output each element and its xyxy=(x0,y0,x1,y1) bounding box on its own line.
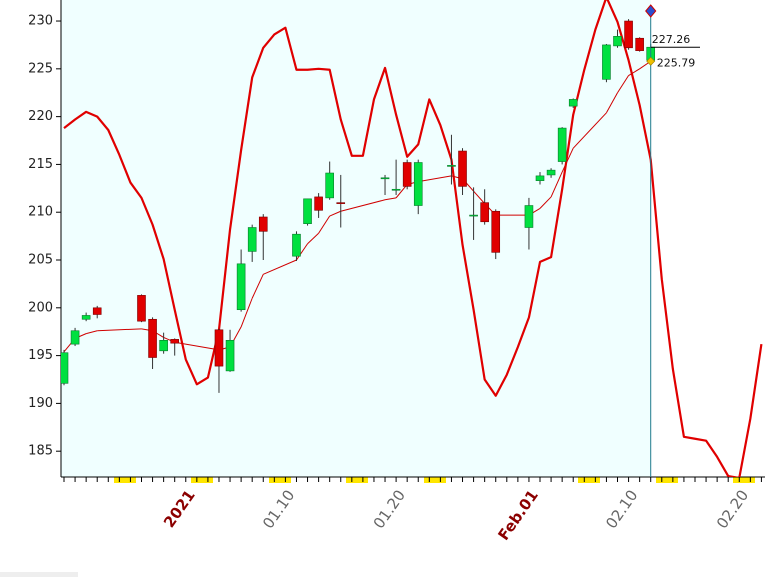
y-tick-label: 215 xyxy=(28,157,53,172)
plot-background xyxy=(61,0,651,477)
cursor-marker xyxy=(645,4,657,18)
ma-segment xyxy=(329,210,341,217)
ma-segment xyxy=(550,171,563,198)
ma-segment xyxy=(86,330,98,335)
candle-body xyxy=(137,295,146,322)
ma-segment xyxy=(605,92,618,114)
weekend-marker xyxy=(733,477,755,483)
ma-segment xyxy=(384,197,397,201)
y-tick-label: 210 xyxy=(28,205,53,220)
ma-segment xyxy=(561,147,574,173)
candle-body xyxy=(148,318,157,358)
candle-body xyxy=(214,329,224,367)
weekend-markers xyxy=(114,477,755,483)
x-tick-label: Feb.01 xyxy=(494,487,542,544)
candle-body xyxy=(568,99,578,107)
ma-segment xyxy=(628,68,640,76)
x-tick-label: 01.20 xyxy=(370,487,409,533)
ma-segment xyxy=(240,298,253,328)
footer-strip xyxy=(0,572,78,577)
ma-segment xyxy=(307,232,319,245)
weekend-marker xyxy=(346,477,368,483)
candle-body xyxy=(159,340,168,352)
candle-body xyxy=(602,44,611,80)
ma-segment xyxy=(340,199,386,212)
ma-segment xyxy=(395,184,408,199)
weekend-marker xyxy=(578,477,600,483)
y-tick-label: 205 xyxy=(28,253,53,268)
y-tick-label: 195 xyxy=(28,348,53,363)
ma-segment xyxy=(318,215,331,234)
ma-marker xyxy=(646,56,656,66)
ma-segment xyxy=(263,259,297,275)
candle-body xyxy=(524,205,534,228)
x-tick-label: 01.10 xyxy=(259,487,298,533)
candle-body xyxy=(81,315,91,320)
candle-body xyxy=(447,165,456,167)
y-tick-label: 225 xyxy=(28,61,53,76)
weekend-marker xyxy=(656,477,678,483)
candle-body xyxy=(635,37,644,51)
candle-body xyxy=(402,162,412,187)
ma-segment xyxy=(174,341,220,351)
candle-body xyxy=(92,307,102,315)
ma-segment xyxy=(251,274,264,299)
ma-segment xyxy=(296,243,308,261)
y-tick-label: 220 xyxy=(28,109,53,124)
candle-body xyxy=(314,196,323,211)
ma-segment xyxy=(97,328,142,332)
candle-body xyxy=(613,36,622,47)
candle-body xyxy=(546,169,556,176)
candle-body xyxy=(170,339,179,344)
candle-body xyxy=(535,175,545,181)
ma-segment xyxy=(539,196,552,209)
x-tick-label: 02.10 xyxy=(602,487,641,533)
candle-body xyxy=(458,150,467,187)
weekend-marker xyxy=(114,477,136,483)
candle-body xyxy=(480,202,489,223)
candle-body xyxy=(70,330,80,345)
candle-body xyxy=(624,20,633,49)
candle-body xyxy=(325,172,334,199)
weekend-marker xyxy=(424,477,446,483)
candle-body xyxy=(292,233,301,257)
y-tick-label: 230 xyxy=(28,14,53,29)
candle-body xyxy=(380,177,390,180)
y-tick-label: 200 xyxy=(28,300,53,315)
ma-segment xyxy=(617,75,629,93)
candle-body xyxy=(413,162,423,206)
y-tick-label: 185 xyxy=(28,444,53,459)
candle-body xyxy=(258,216,268,232)
x-tick-label: 02.20 xyxy=(713,487,752,533)
ma-label: 225.79 xyxy=(657,56,696,69)
ma-segment xyxy=(473,190,486,204)
weekend-marker xyxy=(269,477,291,483)
candle-body xyxy=(557,127,567,162)
line-series xyxy=(63,0,763,477)
plot-area xyxy=(61,0,763,477)
candle-body xyxy=(236,263,246,311)
x-tick-label: 2021 xyxy=(160,487,199,532)
ma-segment xyxy=(418,175,452,183)
candle-body xyxy=(491,210,501,253)
close-label: 227.26 xyxy=(652,33,691,46)
weekend-marker xyxy=(191,477,213,483)
ma-segment xyxy=(572,112,607,149)
candle-body xyxy=(391,188,401,191)
y-tick-label: 190 xyxy=(28,396,53,411)
candle-body xyxy=(247,227,257,252)
candle-body xyxy=(336,202,346,204)
candle-body xyxy=(469,214,478,217)
candle-body xyxy=(303,198,312,224)
candle-body xyxy=(61,352,69,384)
candle-body xyxy=(225,340,235,372)
